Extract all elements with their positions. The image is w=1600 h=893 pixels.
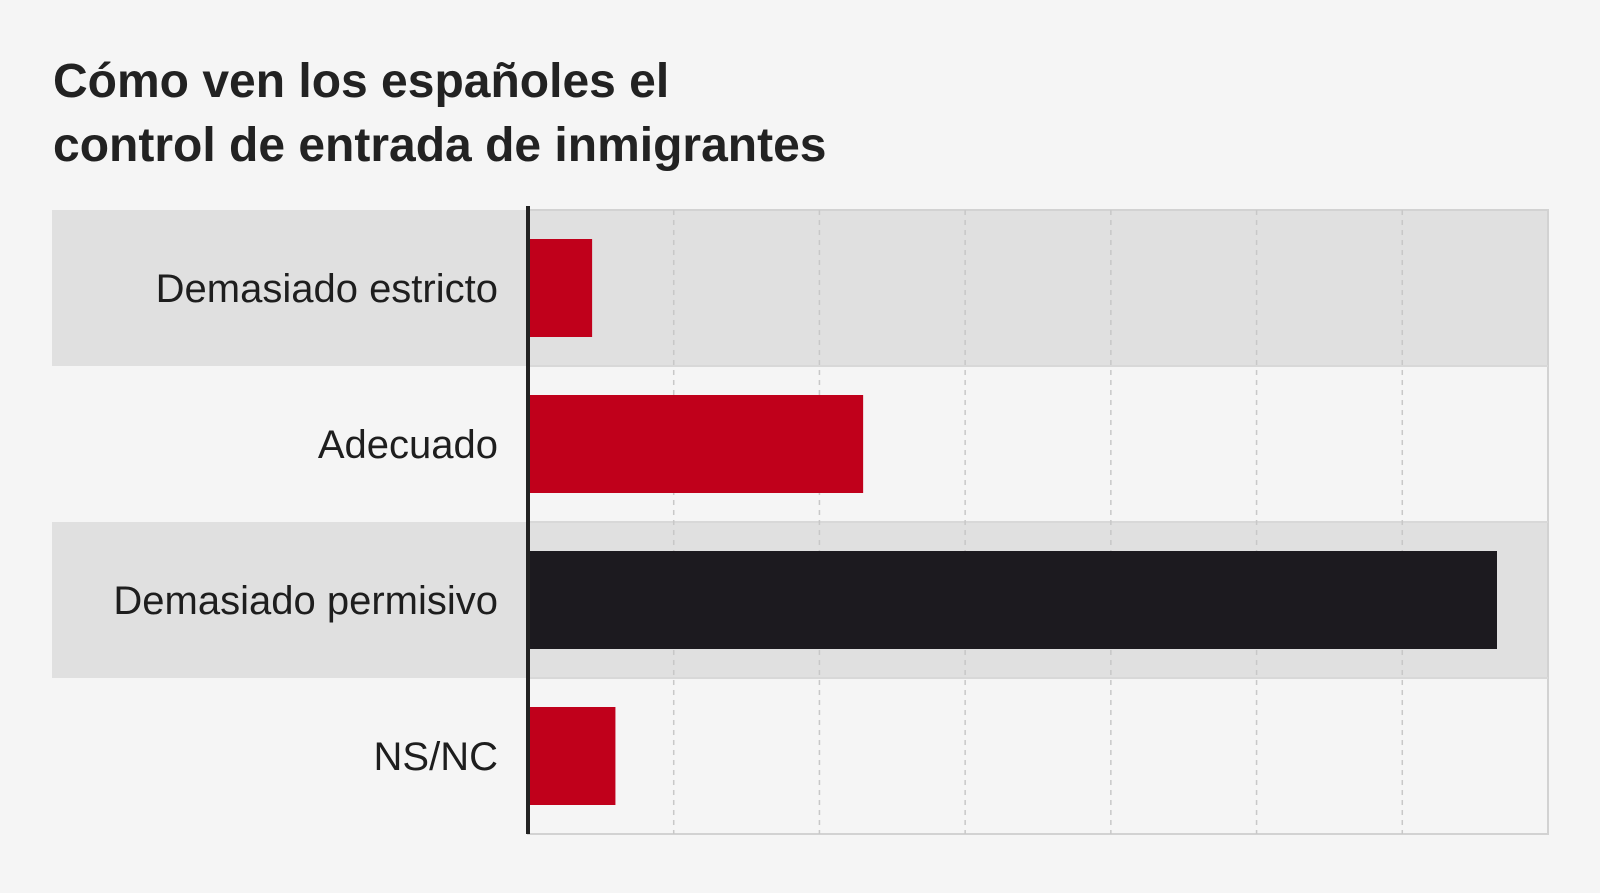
chart-title: Cómo ven los españoles el control de ent… [53,50,826,178]
category-label: Demasiado permisivo [113,579,498,623]
chart-title-line-2: control de entrada de inmigrantes [53,119,827,172]
category-label: Demasiado estricto [156,267,498,311]
bar [528,551,1497,649]
bar [528,707,616,805]
category-label: NS/NC [374,735,498,779]
category-label: Adecuado [318,423,498,467]
chart-title-line-1: Cómo ven los españoles el [53,55,670,108]
bar [528,395,864,493]
row-band [52,210,1548,366]
bar [528,239,593,337]
